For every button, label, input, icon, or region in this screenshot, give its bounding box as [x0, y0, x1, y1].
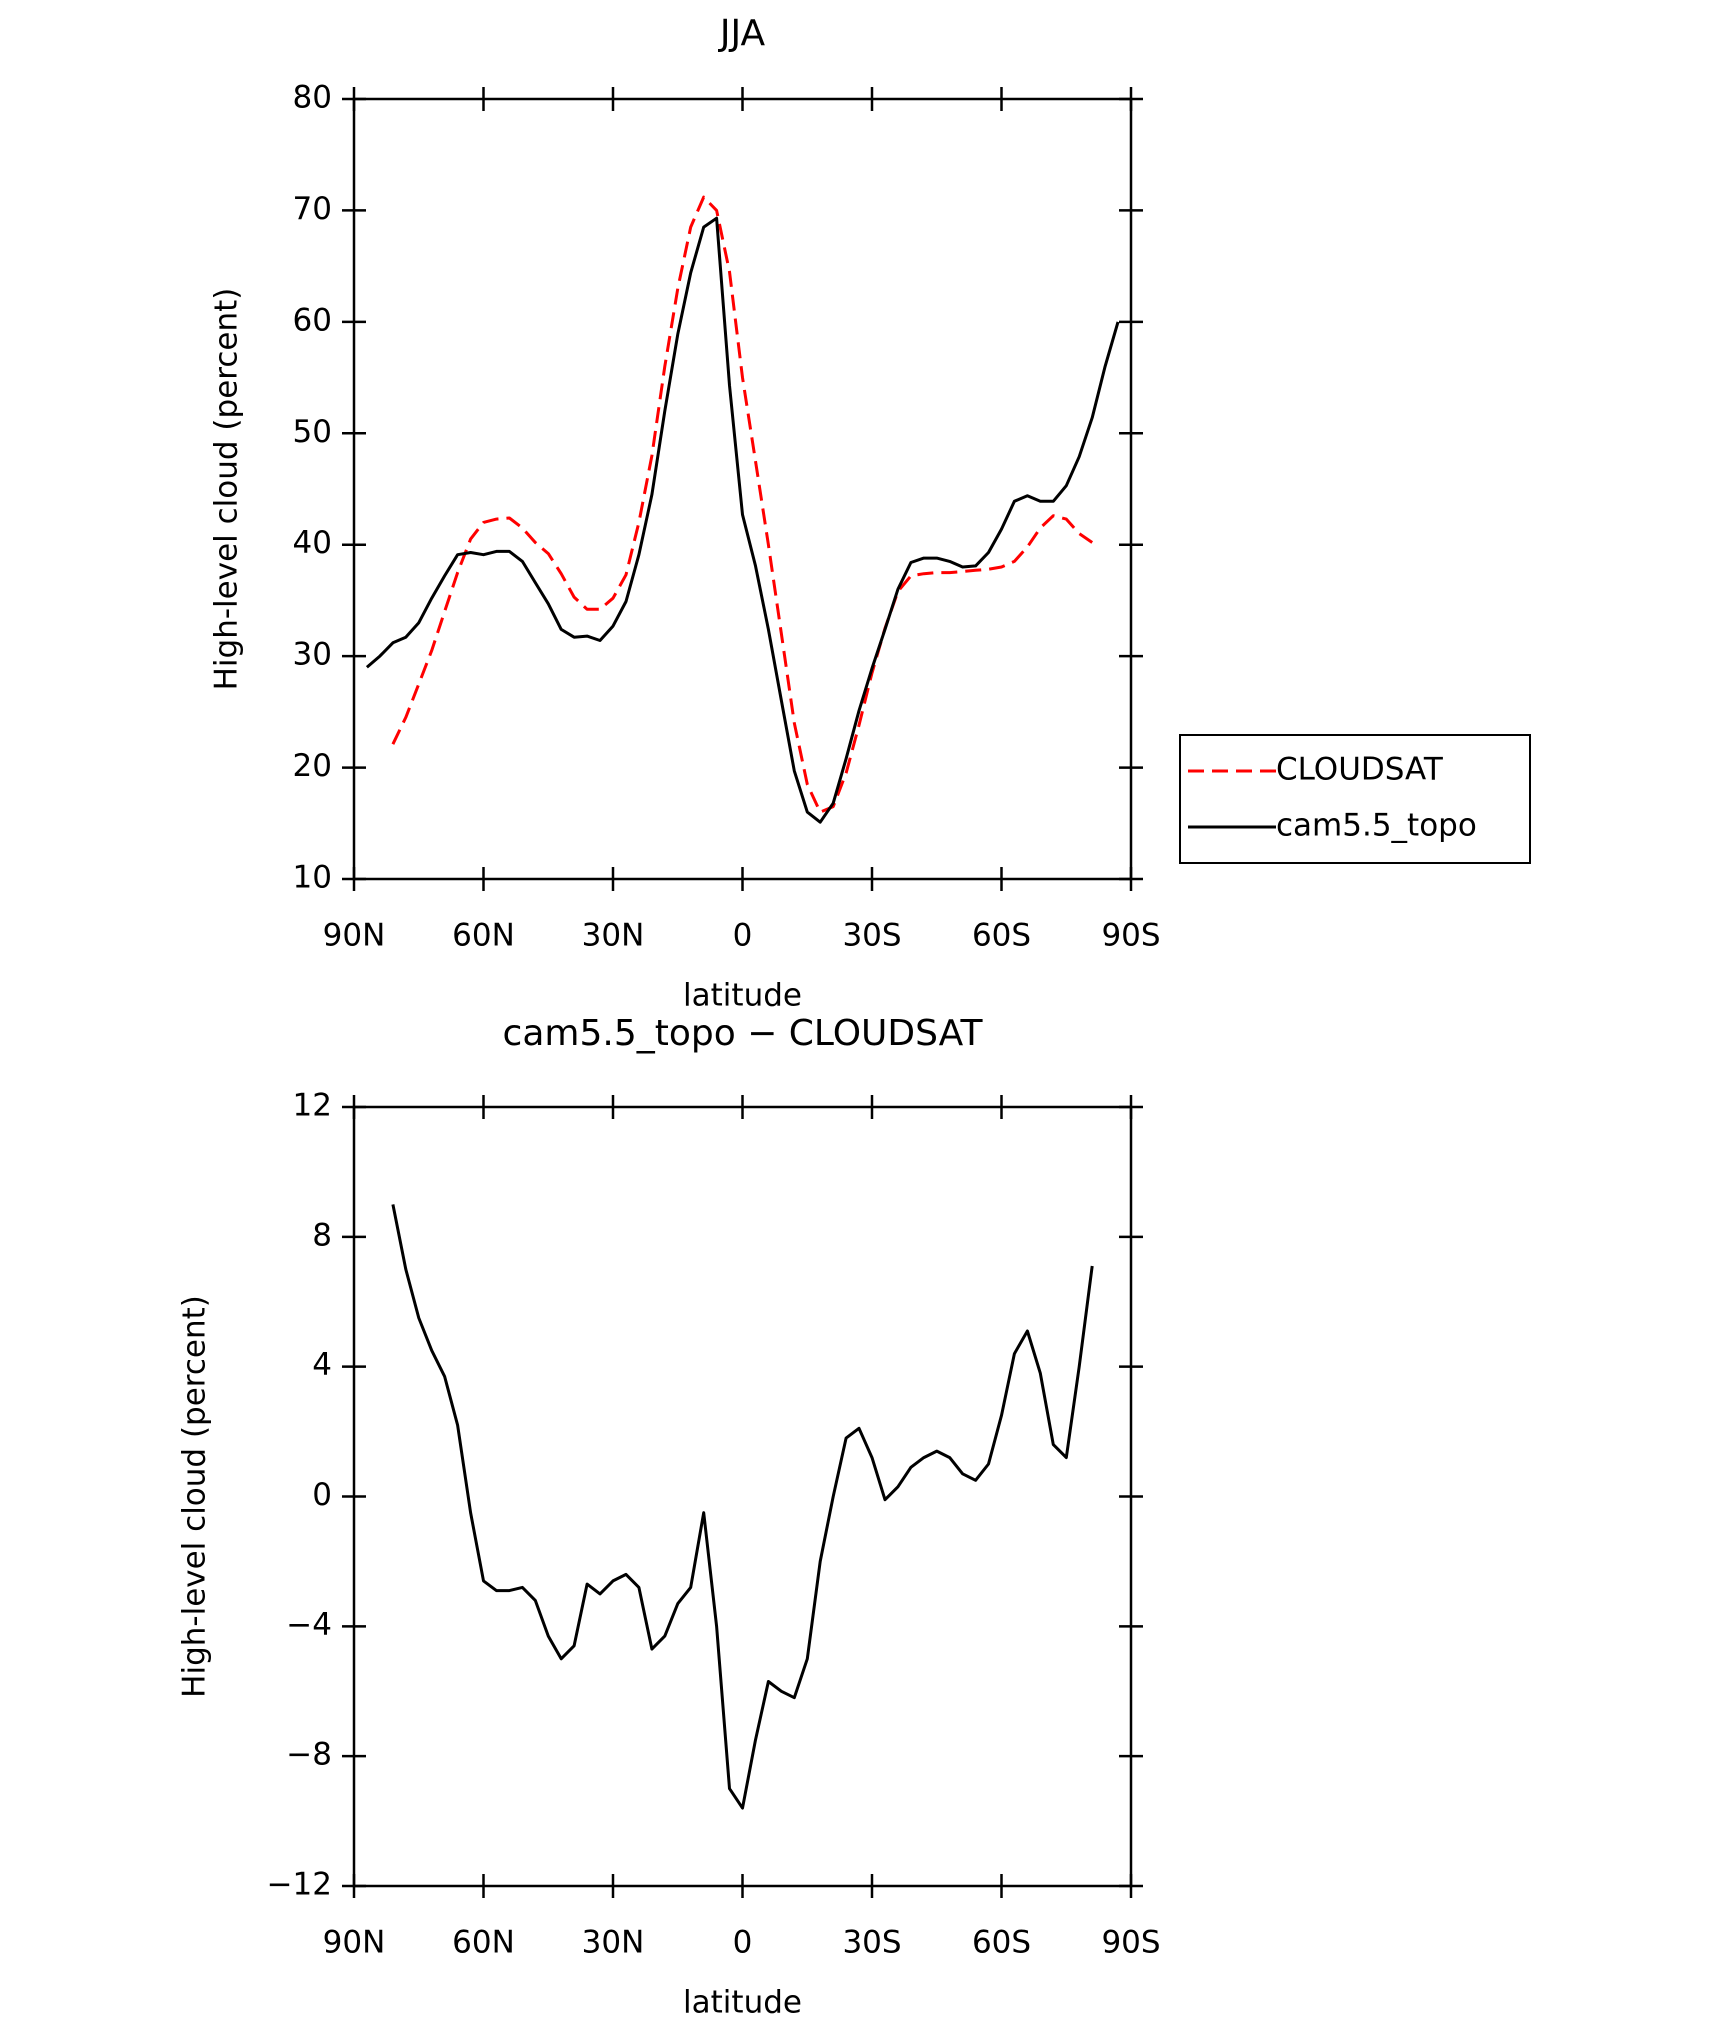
- y-tick-label: 12: [293, 1088, 332, 1124]
- legend-label: cam5.5_topo: [1276, 808, 1477, 844]
- series-line: [365, 216, 1120, 824]
- y-tick-label: −8: [286, 1737, 332, 1773]
- x-tick-label: 90S: [1101, 1925, 1160, 1961]
- x-tick-label: 60N: [452, 918, 515, 954]
- y-tick-label: 10: [293, 860, 332, 896]
- x-tick-label: 90S: [1101, 918, 1160, 954]
- chart-title: cam5.5_topo − CLOUDSAT: [503, 1013, 984, 1054]
- y-tick-label: 0: [312, 1477, 332, 1513]
- x-tick-label: 60S: [972, 1925, 1031, 1961]
- legend-box: [1179, 734, 1531, 864]
- x-tick-label: 60S: [972, 918, 1031, 954]
- y-tick-label: 50: [293, 414, 332, 450]
- x-tick-label: 0: [733, 1925, 753, 1961]
- x-tick-label: 30N: [582, 1925, 645, 1961]
- plot-frame: [352, 1105, 1133, 1888]
- chart-title: JJA: [718, 13, 766, 54]
- y-tick-label: 80: [293, 80, 332, 116]
- y-tick-label: 30: [293, 637, 332, 673]
- series-line: [391, 1204, 1094, 1810]
- x-tick-label: 90N: [323, 1925, 386, 1961]
- x-tick-label: 90N: [323, 918, 386, 954]
- x-tick-label: 30N: [582, 918, 645, 954]
- x-axis-label: latitude: [683, 978, 802, 1014]
- y-tick-label: 70: [293, 191, 332, 227]
- legend-label: CLOUDSAT: [1276, 752, 1444, 788]
- y-tick-label: −4: [286, 1607, 332, 1643]
- y-tick-label: 40: [293, 525, 332, 561]
- x-tick-label: 30S: [842, 918, 901, 954]
- x-tick-label: 30S: [842, 1925, 901, 1961]
- y-axis-label: High-level cloud (percent): [177, 1295, 213, 1698]
- y-axis-label: High-level cloud (percent): [209, 288, 245, 691]
- x-tick-label: 60N: [452, 1925, 515, 1961]
- y-tick-label: 4: [312, 1347, 332, 1383]
- y-tick-label: 8: [312, 1217, 332, 1253]
- x-tick-label: 0: [733, 918, 753, 954]
- y-tick-label: 60: [293, 302, 332, 338]
- plot-frame: [352, 97, 1133, 881]
- x-axis-label: latitude: [683, 1985, 802, 2021]
- y-tick-label: 20: [293, 748, 332, 784]
- series-line: [391, 195, 1094, 814]
- y-tick-label: −12: [267, 1867, 332, 1903]
